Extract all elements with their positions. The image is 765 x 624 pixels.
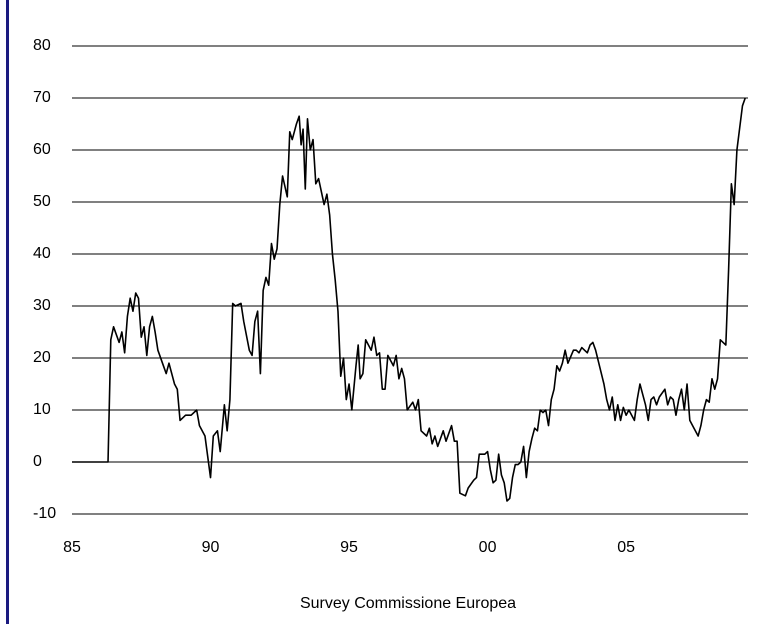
y-tick-label: 80 [33,37,51,54]
y-tick-label: 10 [33,401,51,418]
y-tick-label: 20 [33,349,51,366]
x-tick-label: 95 [340,539,358,556]
y-tick-label: 60 [33,141,51,158]
y-tick-label: 70 [33,89,51,106]
y-tick-label: -10 [33,505,56,522]
x-tick-label: 85 [63,539,81,556]
y-tick-label: 30 [33,297,51,314]
left-border [6,0,9,624]
x-tick-label: 05 [617,539,635,556]
data-line [72,97,746,502]
y-tick-label: 40 [33,245,51,262]
caption: Survey Commissione Europea [300,595,516,612]
y-tick-label: 0 [33,453,42,470]
y-tick-label: 50 [33,193,51,210]
x-tick-label: 90 [202,539,220,556]
x-tick-label: 00 [479,539,497,556]
